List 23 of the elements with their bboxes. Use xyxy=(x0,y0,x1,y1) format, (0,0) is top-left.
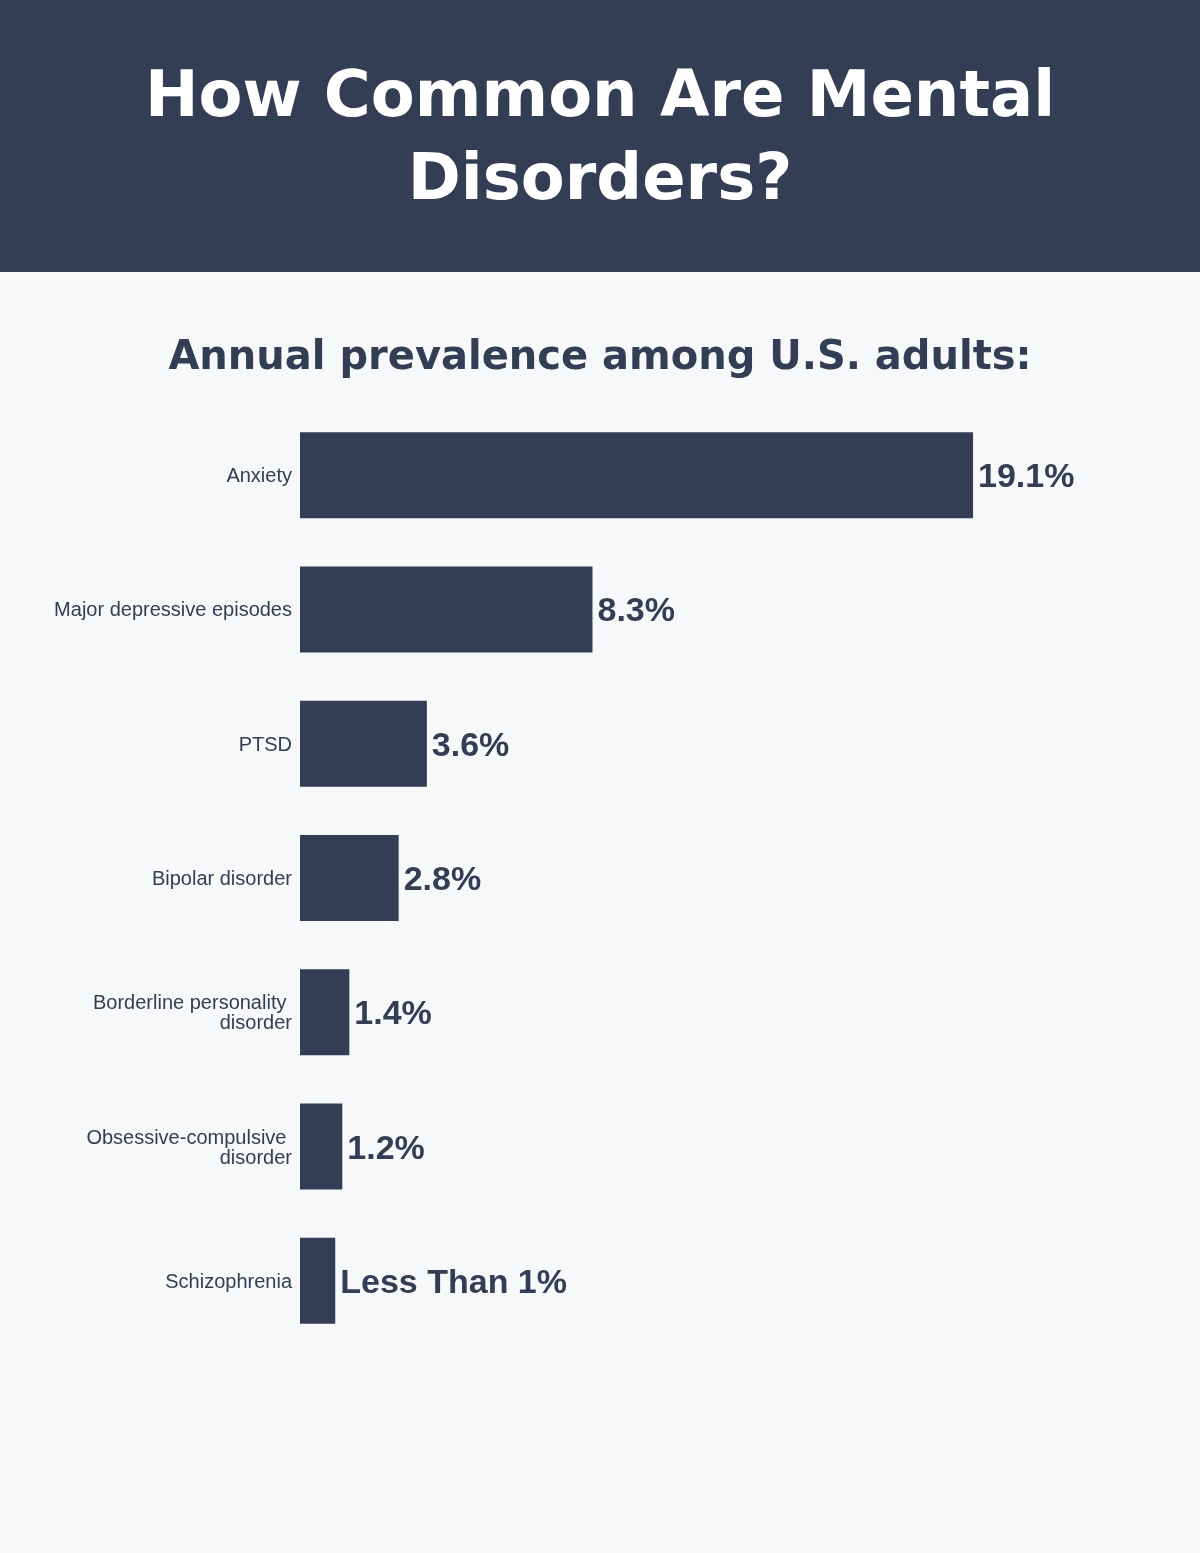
data-label: Less Than 1% xyxy=(340,1261,567,1300)
bar xyxy=(300,566,593,653)
y-tick-label: Schizophrenia xyxy=(165,1269,293,1292)
bar xyxy=(300,835,399,921)
data-label: 1.4% xyxy=(354,993,432,1032)
y-tick-label: Anxiety xyxy=(226,464,292,487)
bar xyxy=(300,1237,336,1324)
y-tick-label: Major depressive episodes xyxy=(54,598,292,621)
data-label: 8.3% xyxy=(597,590,675,629)
data-label: 19.1% xyxy=(978,456,1075,495)
data-label: 2.8% xyxy=(403,859,482,897)
bar xyxy=(300,1103,343,1190)
chart-subtitle: Annual prevalence among U.S. adults: xyxy=(167,332,1033,378)
data-label: 3.6% xyxy=(431,724,510,763)
y-tick-label: Borderline personality disorder xyxy=(93,991,293,1034)
y-tick-label: Obsessive-compulsive disorder xyxy=(86,1125,293,1168)
bar xyxy=(300,969,350,1056)
y-tick-label: PTSD xyxy=(238,732,292,755)
bar xyxy=(300,432,974,519)
data-label: 1.2% xyxy=(347,1127,425,1166)
chart-title: How Common Are Mental Disorders? xyxy=(143,55,1057,216)
y-tick-label: Bipolar disorder xyxy=(151,867,293,889)
bar xyxy=(300,700,427,787)
